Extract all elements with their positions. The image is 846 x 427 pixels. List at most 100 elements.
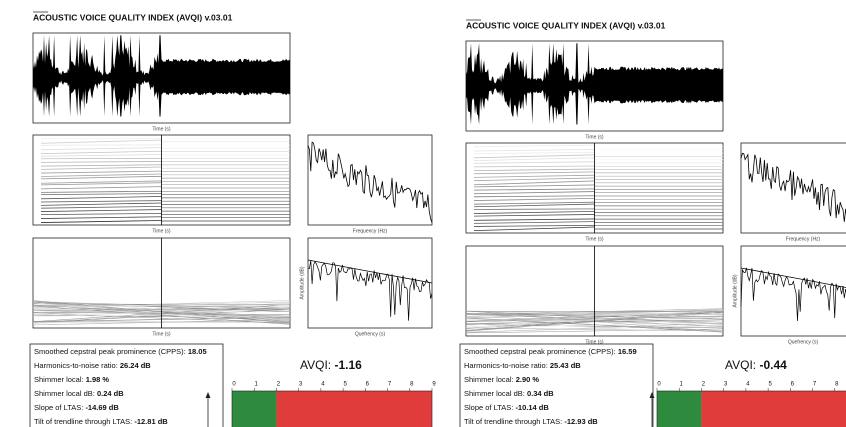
panel-title: ACOUSTIC VOICE QUALITY INDEX (AVQI) v.03… <box>33 12 233 22</box>
ltas-line <box>741 153 846 227</box>
axis-label: Time (s) <box>152 331 170 337</box>
panel-title: ACOUSTIC VOICE QUALITY INDEX (AVQI) v.03… <box>466 20 666 30</box>
scale-label: 4 <box>321 382 325 388</box>
harmonic <box>474 202 595 204</box>
metric: Smoothed cepstral peak prominence (CPPS)… <box>34 347 207 356</box>
harmonic <box>474 178 595 181</box>
scale-label: 8 <box>835 382 839 388</box>
harmonic <box>41 213 162 214</box>
harmonic <box>41 194 162 195</box>
metric-label: Harmonics-to-noise ratio: <box>464 361 548 370</box>
metric-label: Slope of LTAS: <box>464 403 513 412</box>
metric: Slope of LTAS: -10.14 dB <box>464 403 549 412</box>
metric: Tilt of trendline through LTAS: -12.93 d… <box>464 417 598 426</box>
scale-label: 0 <box>657 382 661 388</box>
metric-label: Smoothed cepstral peak prominence (CPPS)… <box>464 347 616 356</box>
axis-label: Amplitude (dB) <box>299 266 305 299</box>
scale-red <box>701 391 846 427</box>
metric: Shimmer local: 2.90 % <box>464 375 539 384</box>
harmonic <box>474 214 595 216</box>
harmonic <box>41 148 162 150</box>
scale-label: 1 <box>255 382 259 388</box>
harmonic <box>474 189 595 190</box>
metric-label: Tilt of trendline through LTAS: <box>34 417 132 426</box>
harmonic <box>474 185 595 187</box>
scale-label: 3 <box>724 382 728 388</box>
harmonic <box>474 172 595 174</box>
harmonic <box>41 201 162 202</box>
metric-label: Shimmer local dB: <box>34 389 95 398</box>
scale-label: 5 <box>343 382 347 388</box>
ltas-frame <box>308 135 432 225</box>
metric-label: Slope of LTAS: <box>34 403 83 412</box>
metric-value: 25.43 dB <box>550 361 581 370</box>
harmonic <box>474 149 595 151</box>
axis-label: Time (s) <box>152 228 170 234</box>
metric-value: -14.69 dB <box>85 403 119 412</box>
metric-label: Shimmer local dB: <box>464 389 525 398</box>
scale-red <box>276 391 432 427</box>
harmonic <box>41 151 162 153</box>
harmonic <box>474 181 595 185</box>
ltas-frame <box>741 143 846 233</box>
harmonic <box>474 225 595 226</box>
metric: Smoothed cepstral peak prominence (CPPS)… <box>464 347 637 356</box>
harmonic <box>41 206 162 208</box>
harmonic <box>474 158 595 161</box>
metric: Slope of LTAS: -14.69 dB <box>34 403 119 412</box>
axis-label: Frequency (Hz) <box>786 236 821 242</box>
metric-value: 1.98 % <box>86 375 110 384</box>
harmonic <box>41 220 162 222</box>
harmonic <box>41 140 162 143</box>
harmonic <box>41 203 162 205</box>
harmonic <box>41 165 162 166</box>
harmonic <box>41 167 162 169</box>
metric-value: 0.24 dB <box>97 389 124 398</box>
metric-value: -10.14 dB <box>515 403 549 412</box>
axis-label: Frequency (Hz) <box>353 228 388 234</box>
harmonic <box>41 176 162 179</box>
scale-label: 2 <box>702 382 706 388</box>
scale-label: 1 <box>680 382 684 388</box>
avqi-label: AVQI: <box>725 358 756 372</box>
axis-label: Time (s) <box>152 126 170 132</box>
harmonic <box>474 152 595 153</box>
scale-green <box>657 391 701 427</box>
metric-value: 2.90 % <box>516 375 540 384</box>
harmonic <box>41 217 162 219</box>
page: {"panels": [ {"title": "ACOUSTIC VOICE Q… <box>0 0 846 427</box>
cepstrum-line <box>741 268 846 321</box>
harmonic <box>474 192 595 194</box>
waveform <box>33 35 290 116</box>
avqi-value: -1.16 <box>334 358 362 372</box>
metric-label: Smoothed cepstral peak prominence (CPPS)… <box>34 347 186 356</box>
metric: Shimmer local dB: 0.24 dB <box>34 389 124 398</box>
metric: Shimmer local dB: 0.34 dB <box>464 389 554 398</box>
metric-value: 0.34 dB <box>527 389 554 398</box>
cepstrum-line <box>308 260 432 320</box>
avqi: AVQI: -0.44 <box>725 358 787 372</box>
metric-value: -12.93 dB <box>564 417 598 426</box>
harmonic <box>474 162 595 163</box>
harmonic <box>474 227 595 231</box>
metric-value: 16.59 <box>618 347 637 356</box>
harmonic <box>474 175 595 177</box>
axis-label: Quefrency (s) <box>788 339 819 345</box>
metric-label: Harmonics-to-noise ratio: <box>34 361 118 370</box>
metrics-box <box>460 344 653 427</box>
scale-label: 7 <box>813 382 817 388</box>
scale-label: 8 <box>410 382 414 388</box>
scale-label: 6 <box>791 382 795 388</box>
harmonic <box>474 169 595 171</box>
screenshot: ACOUSTIC VOICE QUALITY INDEX (AVQI) v.03… <box>0 0 846 427</box>
harmonic <box>474 145 595 146</box>
harmonic <box>41 174 162 177</box>
harmonic <box>474 204 595 207</box>
harmonic <box>41 155 162 157</box>
harmonic <box>41 187 162 189</box>
metrics-box <box>30 344 223 427</box>
harmonic <box>41 210 162 212</box>
axis-label: Amplitude (dB) <box>732 274 738 307</box>
metric-label: Shimmer local: <box>464 375 514 384</box>
metric-value: 18.05 <box>188 347 207 356</box>
